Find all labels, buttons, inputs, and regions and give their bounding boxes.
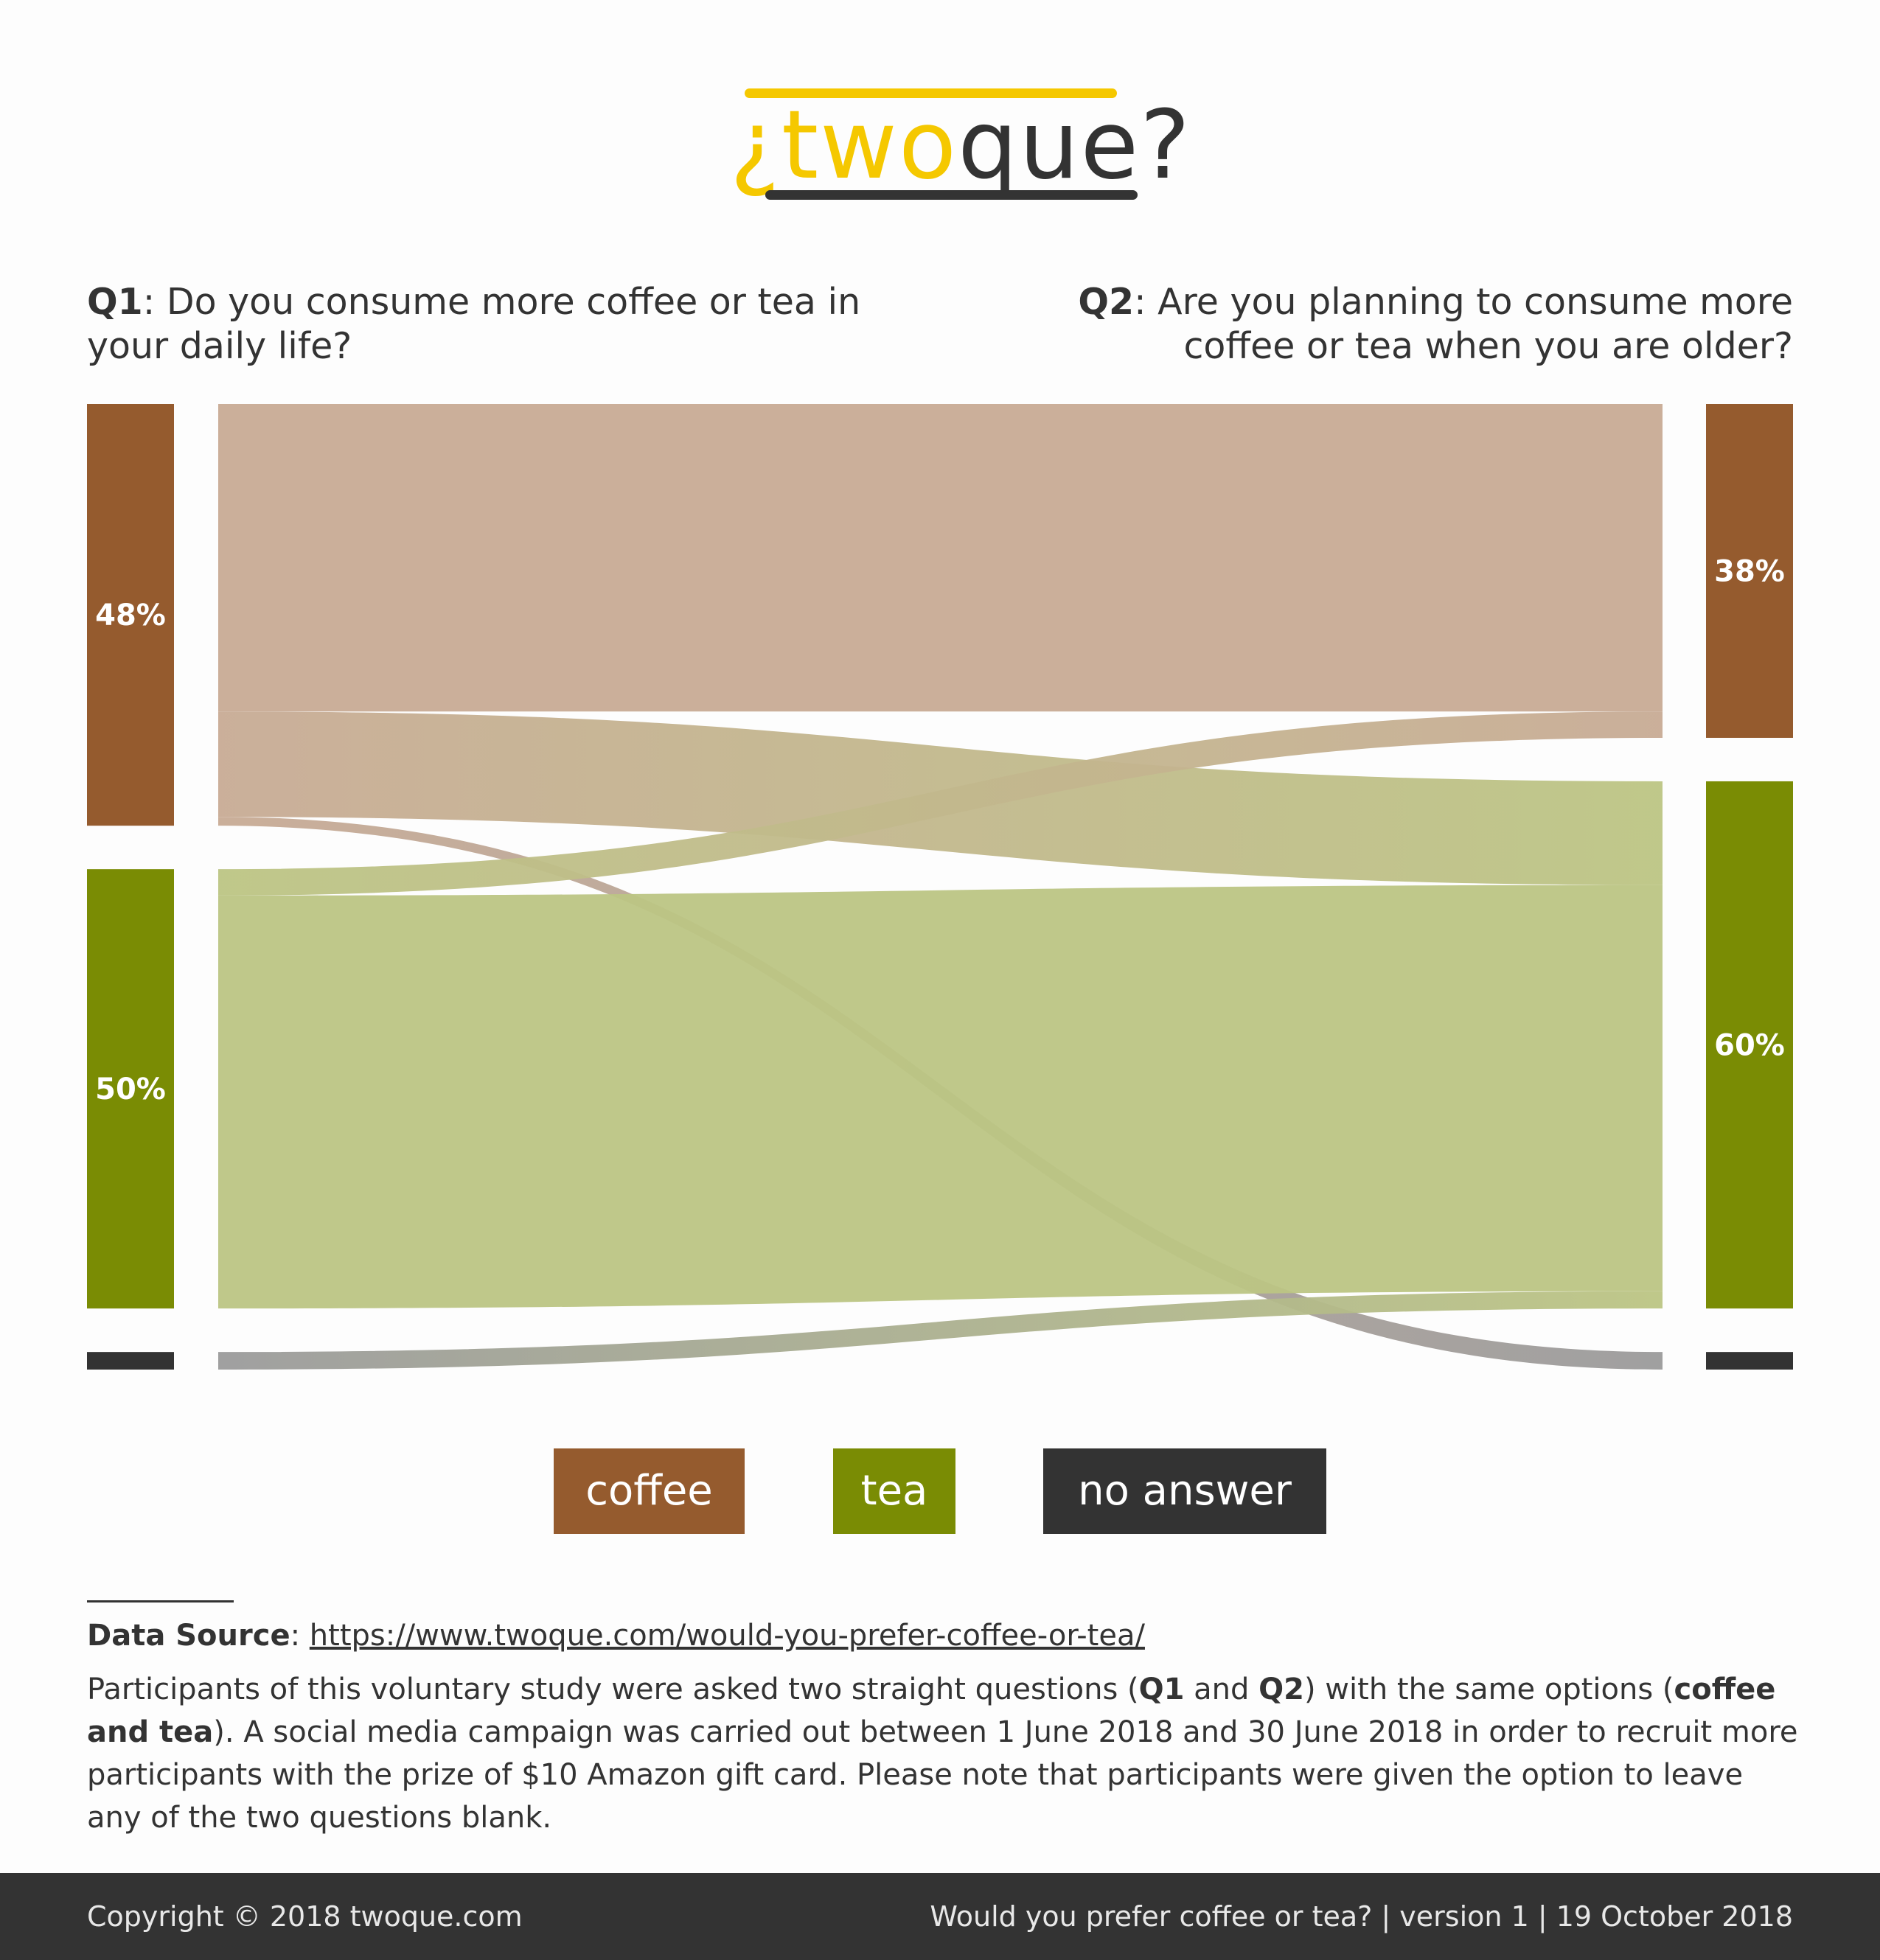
sankey-svg: 48% 50% 38% 60% [87, 404, 1793, 1370]
question-2-label: Q2 [1078, 281, 1135, 323]
notes-divider [87, 1600, 234, 1602]
left-node-no_answer [87, 1352, 174, 1370]
data-source: Data Source: https://www.twoque.com/woul… [87, 1619, 1145, 1653]
left-node-tea [87, 869, 174, 1309]
right-node-coffee [1706, 404, 1793, 738]
note-q1: Q1 [1138, 1673, 1185, 1706]
legend-coffee: coffee [554, 1448, 745, 1534]
left-node-coffee [87, 404, 174, 826]
twoque-logo: ¿twoque? [708, 81, 1190, 214]
flow-tea-to-tea [218, 885, 1663, 1309]
flow-tea-to-coffee [218, 711, 1663, 896]
right-node-label-tea: 60% [1714, 1029, 1785, 1063]
legend-no-answer: no answer [1043, 1448, 1326, 1534]
left-node-label-tea: 50% [95, 1073, 166, 1106]
logo-top-bar [745, 88, 1117, 98]
logo-prefix: ¿ [730, 91, 781, 200]
flow-no_answer-to-tea [218, 1291, 1663, 1370]
flow-coffee-to-coffee [218, 404, 1663, 712]
note-text-1: Participants of this voluntary study wer… [87, 1673, 1139, 1706]
data-source-link[interactable]: https://www.twoque.com/would-you-prefer-… [309, 1619, 1145, 1653]
logo-two: two [781, 91, 958, 200]
footer-copyright: Copyright © 2018 twoque.com [87, 1900, 523, 1933]
left-node-label-coffee: 48% [95, 599, 166, 632]
footer: Copyright © 2018 twoque.com Would you pr… [0, 1873, 1880, 1960]
note-text-2: ) with the same options ( [1303, 1673, 1674, 1706]
note-and: and [1184, 1673, 1259, 1706]
right-node-label-coffee: 38% [1714, 554, 1785, 588]
question-2: Q2: Are you planning to consume more cof… [982, 280, 1793, 369]
question-1-label: Q1 [87, 281, 143, 323]
logo-que: que [958, 91, 1141, 200]
footer-info: Would you prefer coffee or tea? | versio… [930, 1900, 1793, 1933]
note-q2: Q2 [1258, 1673, 1304, 1706]
legend-tea: tea [833, 1448, 955, 1534]
question-1: Q1: Do you consume more coffee or tea in… [87, 280, 898, 369]
note-options: coffee and tea [87, 1673, 1776, 1749]
right-node-no_answer [1706, 1352, 1793, 1370]
note-text-3: ). A social media campaign was carried o… [87, 1715, 1798, 1835]
right-node-tea [1706, 781, 1793, 1309]
logo-wordmark: ¿twoque? [730, 94, 1191, 198]
question-2-text: : Are you planning to consume more coffe… [1134, 281, 1793, 367]
data-source-label: Data Source [87, 1619, 290, 1653]
question-1-text: : Do you consume more coffee or tea in y… [87, 281, 861, 367]
logo-suffix: ? [1140, 91, 1192, 200]
study-description: Participants of this voluntary study wer… [87, 1668, 1805, 1839]
logo-bottom-bar [765, 190, 1138, 200]
